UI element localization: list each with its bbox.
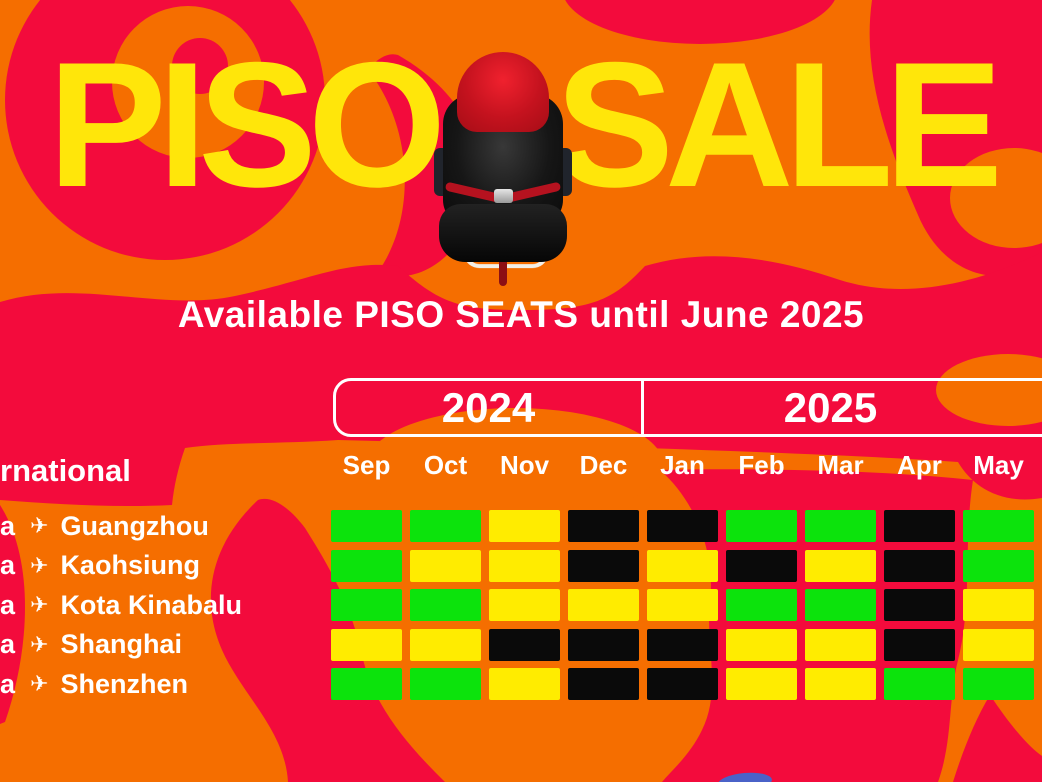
wave-shape — [0, 505, 25, 724]
airplane-seat-image — [434, 52, 572, 286]
grid-cell-guangzhou-apr — [884, 510, 955, 542]
route-origin-cutoff: a — [0, 550, 16, 580]
plane-icon: ✈ — [30, 592, 49, 617]
grid-cell-kota-kinabalu-may — [963, 589, 1034, 621]
grid-cell-shenzhen-may — [963, 668, 1034, 700]
grid-cell-kota-kinabalu-nov — [489, 589, 560, 621]
year-header: 2024 2025 — [333, 378, 1042, 437]
month-label-sep: Sep — [342, 450, 391, 480]
grid-cell-shenzhen-mar — [805, 668, 876, 700]
month-label-feb: Feb — [738, 450, 785, 480]
grid-cell-shanghai-may — [963, 628, 1034, 661]
grid-cell-kaohsiung-nov — [489, 549, 560, 582]
grid-cell-shenzhen-apr — [884, 668, 955, 700]
year-divider — [641, 381, 644, 434]
year-label-2025: 2025 — [783, 383, 878, 431]
wave-shape — [936, 354, 1042, 426]
wave-shape — [953, 695, 1042, 782]
grid-cell-shenzhen-nov — [489, 668, 560, 700]
route-label-shenzhen: a ✈ Shenzhen — [0, 668, 188, 700]
grid-cell-shanghai-oct — [410, 628, 481, 661]
grid-cell-shenzhen-dec — [568, 668, 639, 700]
grid-cell-guangzhou-nov — [489, 510, 560, 542]
grid-cell-kaohsiung-sep — [331, 549, 402, 582]
grid-cell-kaohsiung-feb — [726, 549, 797, 582]
route-label-guangzhou: a ✈ Guangzhou — [0, 510, 209, 542]
route-label-shanghai: a ✈ Shanghai — [0, 629, 182, 661]
route-city: Shenzhen — [60, 668, 188, 699]
grid-cell-guangzhou-jan — [647, 510, 718, 542]
month-label-nov: Nov — [499, 450, 550, 480]
route-city: Guangzhou — [60, 510, 209, 541]
wave-shape — [565, 0, 835, 44]
route-origin-cutoff: a — [0, 629, 16, 659]
seat-belt-buckle — [494, 189, 513, 203]
route-city: Kaohsiung — [60, 550, 200, 580]
route-label-kota-kinabalu: a ✈ Kota Kinabalu — [0, 589, 242, 621]
headline: PISO SALE — [0, 36, 1042, 214]
grid-cell-guangzhou-oct — [410, 510, 481, 542]
grid-cell-shenzhen-feb — [726, 668, 797, 700]
headline-word-sale: SALE — [555, 25, 1003, 224]
grid-cell-shanghai-mar — [805, 628, 876, 661]
month-label-may: May — [973, 450, 1024, 480]
route-city: Kota Kinabalu — [60, 589, 242, 620]
month-label-apr: Apr — [897, 450, 942, 480]
grid-cell-kaohsiung-mar — [805, 549, 876, 582]
grid-cell-shanghai-sep — [331, 628, 402, 661]
wave-shape — [950, 148, 1042, 248]
route-origin-cutoff: a — [0, 668, 16, 699]
subtitle: Available PISO SEATS until June 2025 — [177, 294, 865, 335]
grid-cell-shenzhen-oct — [410, 668, 481, 700]
grid-cell-kaohsiung-jan — [647, 549, 718, 582]
grid-cell-guangzhou-dec — [568, 510, 639, 542]
grid-cell-shenzhen-sep — [331, 668, 402, 700]
month-label-mar: Mar — [817, 450, 864, 480]
grid-cell-kaohsiung-may — [963, 549, 1034, 582]
month-label-oct: Oct — [423, 450, 468, 480]
grid-cell-shanghai-nov — [489, 628, 560, 661]
wave-shape — [210, 498, 445, 782]
grid-cell-guangzhou-sep — [331, 510, 402, 542]
seat-strap — [499, 258, 507, 286]
wave-shape — [172, 38, 228, 94]
grid-cell-kota-kinabalu-oct — [410, 589, 481, 621]
grid-cell-shanghai-dec — [568, 628, 639, 661]
grid-cell-shanghai-jan — [647, 628, 718, 661]
grid-cell-kota-kinabalu-jan — [647, 589, 718, 621]
grid-cell-kaohsiung-apr — [884, 549, 955, 582]
grid-cell-guangzhou-feb — [726, 510, 797, 542]
grid-cell-kaohsiung-dec — [568, 549, 639, 582]
grid-cell-shenzhen-jan — [647, 668, 718, 700]
wave-shape — [660, 469, 973, 782]
grid-cell-kota-kinabalu-dec — [568, 589, 639, 621]
plane-icon: ✈ — [30, 513, 49, 538]
year-label-2024: 2024 — [441, 383, 536, 431]
grid-cell-kota-kinabalu-mar — [805, 589, 876, 621]
seat-headrest — [457, 52, 549, 132]
month-label-jan: Jan — [660, 450, 705, 480]
grid-cell-guangzhou-mar — [805, 510, 876, 542]
seat-cushion — [439, 204, 567, 262]
grid-cell-kota-kinabalu-feb — [726, 589, 797, 621]
route-origin-cutoff: a — [0, 589, 16, 620]
route-label-kaohsiung: a ✈ Kaohsiung — [0, 550, 200, 582]
route-origin-cutoff: a — [0, 510, 16, 541]
grid-cell-shanghai-feb — [726, 628, 797, 661]
headline-word-piso: PISO — [47, 25, 446, 224]
grid-cell-guangzhou-may — [963, 510, 1034, 542]
grid-cell-kota-kinabalu-apr — [884, 589, 955, 621]
plane-icon: ✈ — [30, 552, 49, 578]
section-heading-international: rnational — [0, 453, 131, 488]
plane-icon: ✈ — [30, 671, 49, 696]
month-label-dec: Dec — [579, 450, 628, 480]
grid-cell-kota-kinabalu-sep — [331, 589, 402, 621]
grid-cell-kaohsiung-oct — [410, 549, 481, 582]
plane-icon: ✈ — [30, 631, 49, 657]
grid-cell-shanghai-apr — [884, 628, 955, 661]
route-city: Shanghai — [60, 629, 182, 659]
